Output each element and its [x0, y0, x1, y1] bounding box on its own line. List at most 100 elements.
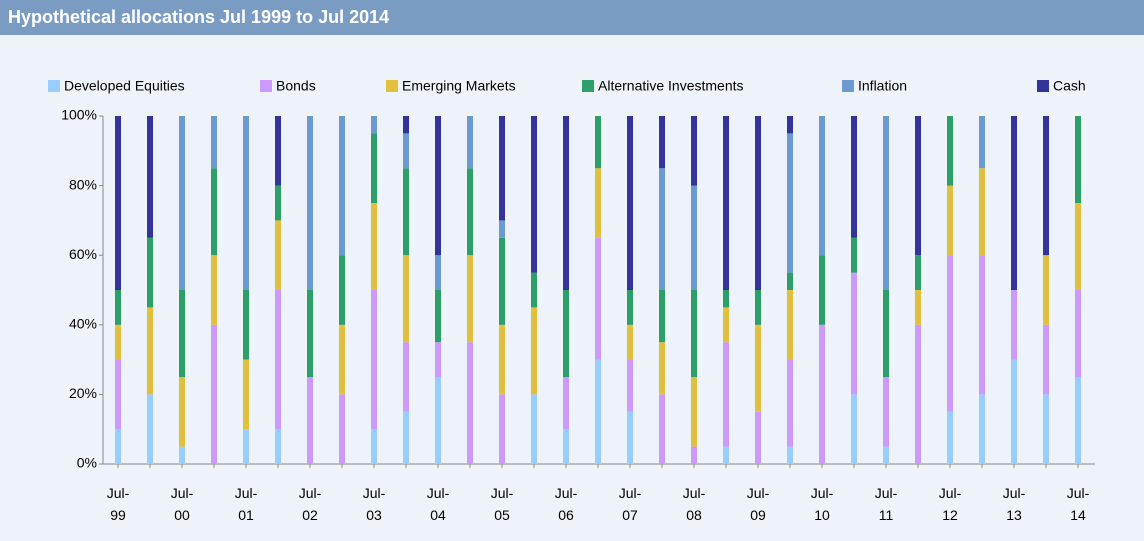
bar-segment	[627, 411, 633, 464]
bar-segment	[115, 116, 121, 290]
bar-segment	[723, 307, 729, 343]
bar-segment	[467, 342, 473, 464]
bar-segment	[915, 255, 921, 290]
bar-segment	[851, 272, 857, 395]
bar-segment	[659, 290, 665, 343]
bar-segment	[563, 290, 569, 377]
bar-segment	[179, 290, 185, 377]
bar-segment	[691, 185, 697, 290]
bar-segment	[243, 116, 249, 290]
x-tick-label: Jul-08	[682, 485, 706, 523]
bar-segment	[211, 168, 217, 256]
bar-segment	[531, 307, 537, 395]
legend-swatch	[260, 80, 272, 92]
bar-segment	[883, 446, 889, 464]
legend-swatch	[386, 80, 398, 92]
bar-segment	[371, 133, 377, 203]
bar-segment	[371, 429, 377, 464]
x-tick-label: Jul-05	[490, 485, 514, 523]
bar-segment	[1075, 290, 1081, 377]
bar-segment	[691, 446, 697, 464]
bar-segment	[1075, 377, 1081, 464]
bar-segment	[467, 255, 473, 343]
bar-segment	[403, 255, 409, 343]
bar-segment	[339, 324, 345, 395]
bar-segment	[787, 272, 793, 290]
bar-segment	[467, 168, 473, 256]
bar-segment	[595, 116, 601, 169]
bar-segment	[691, 116, 697, 186]
bar-segment	[563, 116, 569, 290]
legend-swatch	[48, 80, 60, 92]
bar-segment	[595, 168, 601, 238]
x-tick-label: Jul-07	[618, 485, 642, 523]
bar-segment	[211, 324, 217, 464]
bar-segment	[787, 446, 793, 464]
bar-segment	[755, 290, 761, 325]
bar-segment	[435, 377, 441, 464]
x-tick-label: Jul-06	[554, 485, 578, 523]
bar-segment	[1011, 359, 1017, 464]
bar-segment	[499, 116, 505, 221]
bar-segment	[435, 342, 441, 377]
bar-segment	[147, 307, 153, 395]
bar-segment	[627, 359, 633, 412]
bar-segment	[115, 324, 121, 360]
bar-segment	[1043, 116, 1049, 256]
bar-segment	[403, 168, 409, 256]
bar-segment	[147, 116, 153, 238]
bar-segment	[787, 133, 793, 273]
bar-segment	[947, 116, 953, 186]
bar-segment	[755, 411, 761, 464]
bar-segment	[1075, 203, 1081, 290]
bar-segment	[787, 290, 793, 360]
bar-segment	[115, 359, 121, 430]
bar-segment	[435, 255, 441, 290]
bar-segment	[659, 342, 665, 395]
bar-segment	[755, 324, 761, 412]
y-tick-label: 100%	[61, 107, 97, 123]
x-tick-label: Jul-04	[426, 485, 450, 523]
bar-segment	[787, 359, 793, 447]
bar-segment	[915, 116, 921, 256]
bar-segment	[179, 377, 185, 447]
bar-segment	[659, 394, 665, 464]
bar-segment	[883, 116, 889, 290]
bar-segment	[851, 237, 857, 273]
bar-segment	[147, 394, 153, 464]
bar-segment	[915, 290, 921, 325]
bar-segment	[403, 411, 409, 464]
bar-segment	[371, 290, 377, 430]
bar-segment	[627, 116, 633, 290]
bar-segment	[339, 255, 345, 325]
bar-segment	[499, 324, 505, 395]
bar-segment	[435, 116, 441, 256]
bar-segment	[595, 359, 601, 464]
legend-label: Developed Equities	[64, 78, 185, 94]
x-tick-label: Jul-14	[1066, 485, 1090, 523]
legend-swatch	[842, 80, 854, 92]
bar-segment	[819, 324, 825, 464]
bar-segment	[1043, 394, 1049, 464]
bar-segment	[243, 429, 249, 464]
bar-segment	[531, 272, 537, 308]
bar-segment	[403, 342, 409, 412]
bar-segment	[531, 394, 537, 464]
chart-title: Hypothetical allocations Jul 1999 to Jul…	[8, 7, 389, 27]
bar-segment	[979, 168, 985, 256]
header-bar	[0, 0, 1144, 35]
bar-segment	[627, 324, 633, 360]
bar-segment	[531, 116, 537, 273]
bar-segment	[115, 290, 121, 325]
bar-segment	[723, 446, 729, 464]
bar-segment	[723, 116, 729, 290]
bar-segment	[435, 290, 441, 343]
bar-segment	[371, 116, 377, 134]
x-tick-label: Jul-13	[1002, 485, 1026, 523]
bar-segment	[627, 290, 633, 325]
legend-label: Emerging Markets	[402, 78, 516, 94]
bar-segment	[179, 116, 185, 290]
bar-segment	[467, 116, 473, 169]
